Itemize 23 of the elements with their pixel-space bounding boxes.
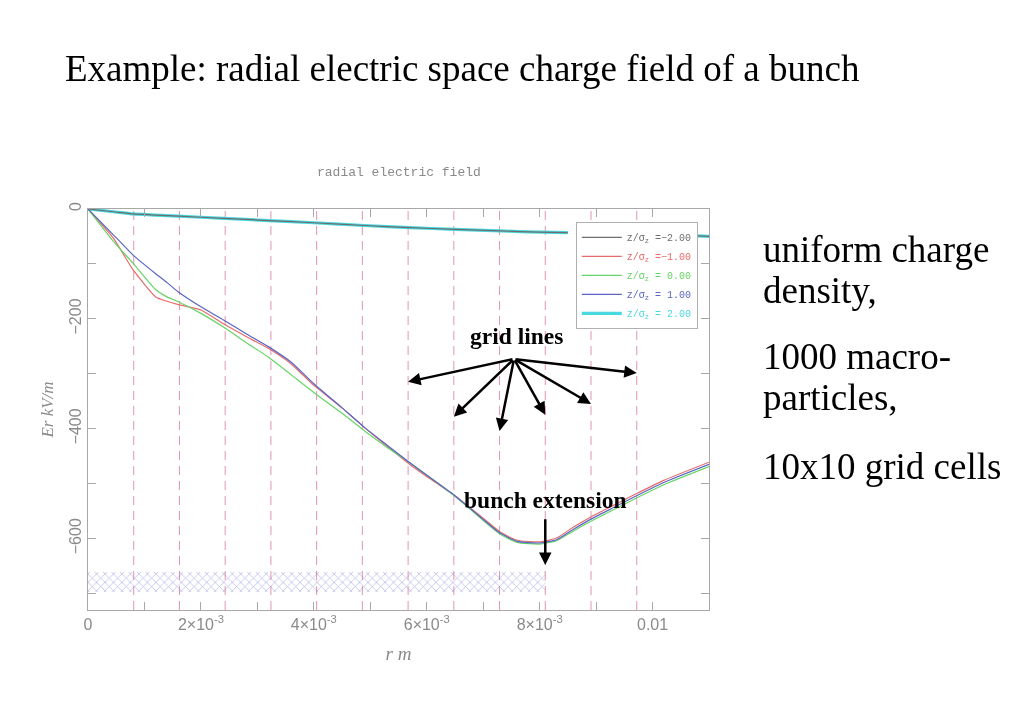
legend-label: z/σ$_{z}$ =−1.00 bbox=[626, 252, 692, 265]
legend-label: z/σ$_{z}$ = 2.00 bbox=[626, 309, 692, 322]
x-tick-label: 8×10$^{-3}$ bbox=[516, 613, 563, 634]
text: uniform charge density, bbox=[763, 229, 990, 311]
legend-label: z/σ$_{z}$ =−2.00 bbox=[626, 233, 692, 246]
y-axis-title: Er kV/m bbox=[38, 381, 58, 439]
text: 1000 macro-particles, bbox=[763, 336, 952, 418]
x-tick-label: 4×10$^{-3}$ bbox=[290, 613, 337, 634]
x-tick-label: 0.01 bbox=[636, 616, 669, 634]
band-label: bunch extension bbox=[464, 487, 627, 513]
y-tick-label: −400 bbox=[66, 408, 84, 445]
y-tick-label: −600 bbox=[66, 518, 84, 555]
y-tick-label: 0 bbox=[66, 202, 84, 212]
annotation: grid lines bbox=[470, 323, 564, 349]
legend-label: z/σ$_{z}$ = 0.00 bbox=[626, 271, 692, 284]
chart-title: Example: radial electric space charge field of a bunch bbox=[65, 47, 860, 89]
legend-label: z/σ$_{z}$ = 1.00 bbox=[626, 290, 692, 303]
x-tick-label: 6×10$^{-3}$ bbox=[403, 613, 450, 634]
text: 10x10 grid cells bbox=[763, 446, 1002, 487]
y-tick-label: −200 bbox=[66, 298, 84, 335]
x-tick-label: 2×10$^{-3}$ bbox=[177, 613, 224, 634]
chart-subtitle: radial electric field bbox=[317, 165, 481, 180]
x-axis-title: r m bbox=[385, 643, 412, 664]
